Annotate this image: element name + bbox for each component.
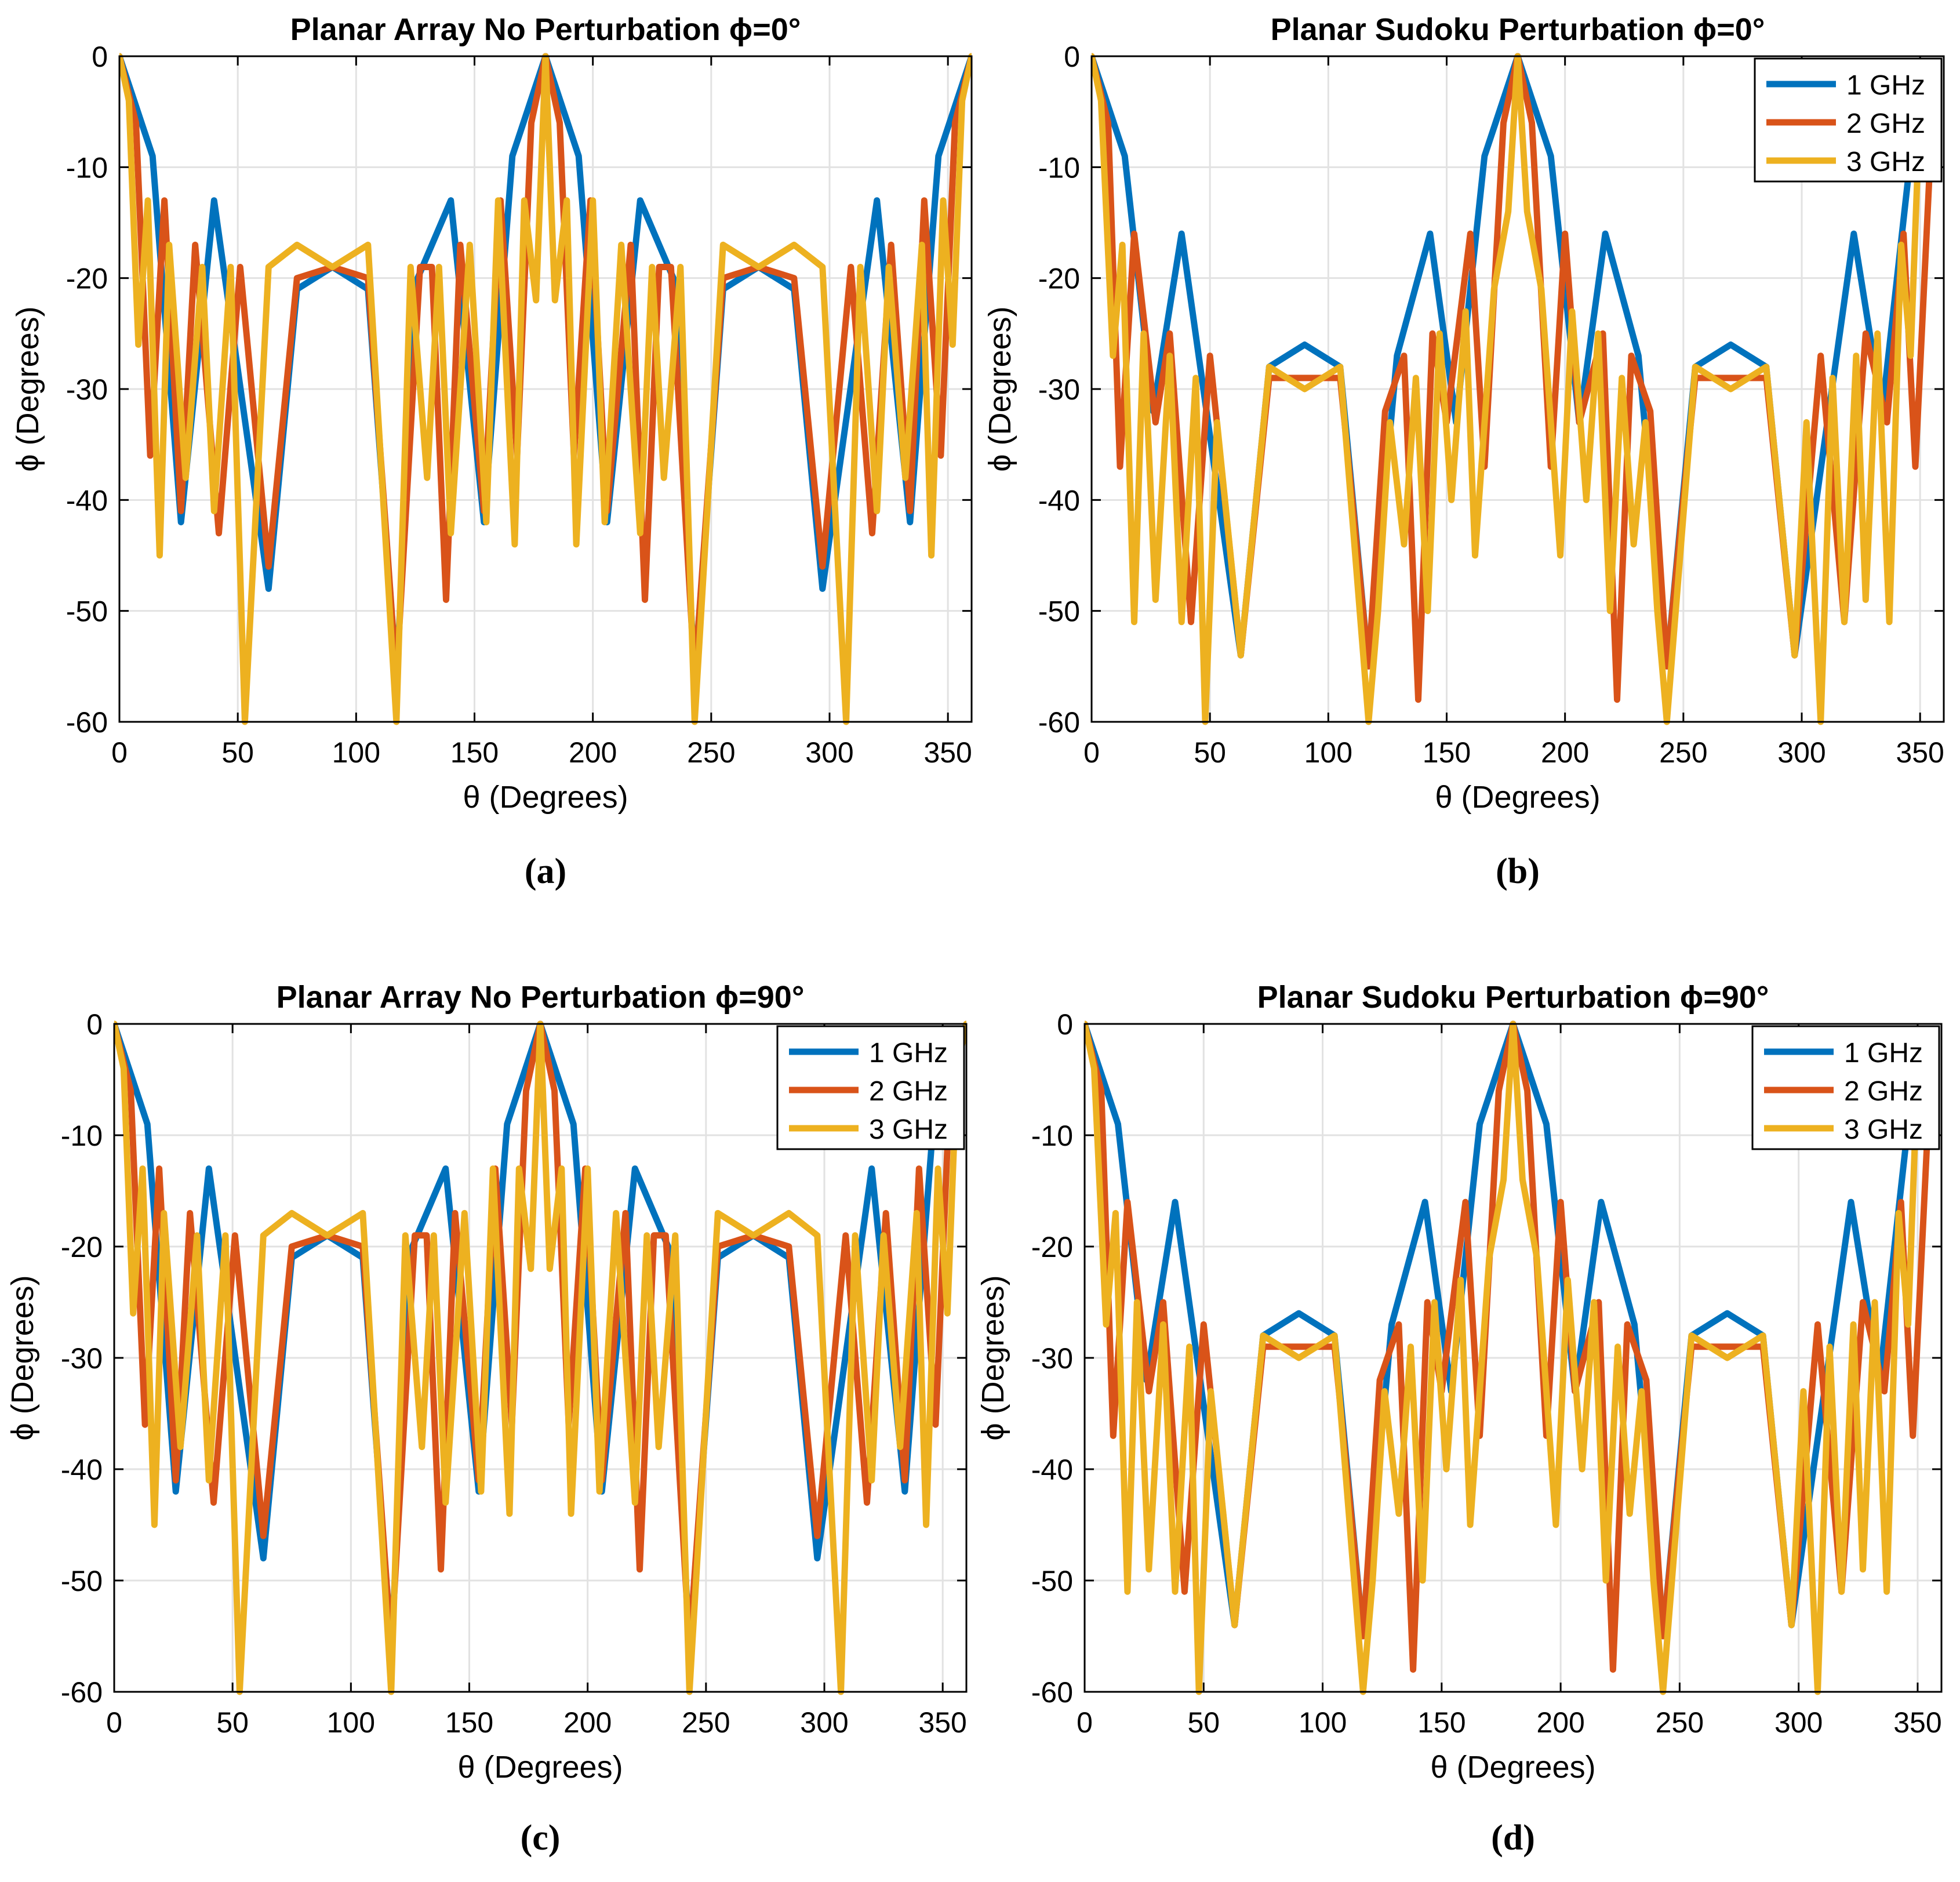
x-tick-label: 0 <box>1077 1706 1093 1739</box>
chart-title: Planar Array No Perturbation ϕ=90° <box>277 980 805 1015</box>
x-tick-label: 350 <box>918 1706 966 1739</box>
x-tick-label: 350 <box>923 736 972 769</box>
x-tick-label: 200 <box>1541 736 1589 769</box>
y-tick-label: -20 <box>66 263 108 295</box>
x-tick-label: 0 <box>111 736 128 769</box>
legend: 1 GHz 2 GHz 3 GHz <box>1754 57 1943 183</box>
x-tick-label: 100 <box>327 1706 375 1739</box>
y-tick-label: 0 <box>92 41 108 73</box>
y-tick-label: -50 <box>1038 595 1080 628</box>
y-tick-label: -50 <box>1031 1565 1073 1597</box>
y-tick-label: -10 <box>66 151 108 184</box>
legend-label: 1 GHz <box>1844 1038 1923 1069</box>
chart-panel-b: 0 50 100 150 200 250 300 350 0 -10 -20 -30 -40 -50 -60… <box>983 12 1945 891</box>
legend-label: 1 GHz <box>1846 70 1925 101</box>
y-tick-label: -30 <box>61 1342 103 1375</box>
x-tick-label: 100 <box>1299 1706 1347 1739</box>
legend-label: 3 GHz <box>1846 147 1925 177</box>
x-tick-label: 50 <box>221 736 254 769</box>
y-tick-label: -10 <box>1038 151 1080 184</box>
x-tick-label: 200 <box>569 736 617 769</box>
x-tick-label: 350 <box>1896 736 1944 769</box>
legend-label: 1 GHz <box>869 1038 948 1069</box>
y-tick-label: -40 <box>1031 1454 1073 1486</box>
y-tick-label: -60 <box>1038 706 1080 739</box>
x-tick-label: 200 <box>1536 1706 1584 1739</box>
x-tick-label: 300 <box>1774 1706 1823 1739</box>
x-tick-label: 100 <box>332 736 380 769</box>
legend-label: 3 GHz <box>869 1114 948 1145</box>
legend: 1 GHz 2 GHz 3 GHz <box>776 1025 965 1150</box>
x-tick-label: 250 <box>1659 736 1707 769</box>
y-tick-label: -50 <box>61 1565 103 1597</box>
x-tick-label: 250 <box>687 736 735 769</box>
legend-label: 2 GHz <box>869 1076 948 1107</box>
x-tick-label: 50 <box>1194 736 1226 769</box>
x-tick-label: 150 <box>445 1706 493 1739</box>
y-tick-label: 0 <box>1057 1008 1073 1041</box>
legend-label: 2 GHz <box>1844 1076 1923 1107</box>
chart-panel-a: 0 50 100 150 200 250 300 350 0 -10 -20 -30 -40 -50 -60… <box>10 12 973 891</box>
y-tick-label: -10 <box>61 1120 103 1152</box>
chart-panel-c: 0 50 100 150 200 250 300 350 0 -10 -20 -30 -40 -50 -60… <box>5 980 968 1858</box>
y-tick-label: 0 <box>86 1008 103 1041</box>
x-tick-label: 250 <box>1656 1706 1704 1739</box>
y-axis-label: ϕ (Degrees) <box>5 1275 40 1440</box>
legend-label: 2 GHz <box>1846 108 1925 139</box>
x-tick-label: 150 <box>1423 736 1471 769</box>
x-tick-label: 50 <box>1187 1706 1220 1739</box>
legend-label: 3 GHz <box>1844 1114 1923 1145</box>
y-tick-label: -10 <box>1031 1120 1073 1152</box>
x-tick-label: 100 <box>1304 736 1352 769</box>
x-tick-label: 300 <box>805 736 853 769</box>
y-tick-label: -30 <box>66 373 108 406</box>
x-axis-label: θ (Degrees) <box>1430 1750 1595 1785</box>
y-tick-label: 0 <box>1064 41 1080 73</box>
x-axis-label: θ (Degrees) <box>463 780 628 815</box>
panel-caption: (a) <box>525 852 566 891</box>
x-axis-label: θ (Degrees) <box>1435 780 1600 815</box>
x-tick-label: 250 <box>682 1706 730 1739</box>
x-tick-label: 50 <box>216 1706 249 1739</box>
x-axis-label: θ (Degrees) <box>457 1750 623 1785</box>
y-tick-label: -60 <box>66 706 108 739</box>
y-tick-label: -40 <box>1038 484 1080 517</box>
y-tick-label: -20 <box>1038 263 1080 295</box>
panel-caption: (b) <box>1496 852 1540 891</box>
y-tick-label: -50 <box>66 595 108 628</box>
panel-caption: (c) <box>521 1818 561 1858</box>
y-axis-label: ϕ (Degrees) <box>976 1275 1010 1440</box>
y-tick-label: -40 <box>61 1454 103 1486</box>
x-tick-label: 350 <box>1893 1706 1941 1739</box>
panel-caption: (d) <box>1491 1818 1535 1858</box>
y-tick-label: -20 <box>61 1231 103 1263</box>
legend: 1 GHz 2 GHz 3 GHz <box>1751 1025 1940 1150</box>
x-tick-label: 300 <box>800 1706 848 1739</box>
x-tick-label: 200 <box>563 1706 612 1739</box>
x-tick-label: 150 <box>450 736 499 769</box>
y-tick-label: -20 <box>1031 1231 1073 1263</box>
y-axis-label: ϕ (Degrees) <box>983 306 1017 471</box>
chart-panel-d: 0 50 100 150 200 250 300 350 0 -10 -20 -30 -40 -50 -60… <box>976 980 1943 1858</box>
y-tick-label: -30 <box>1038 373 1080 406</box>
x-tick-label: 150 <box>1417 1706 1466 1739</box>
y-tick-label: -40 <box>66 484 108 517</box>
y-tick-label: -60 <box>1031 1676 1073 1709</box>
y-tick-label: -30 <box>1031 1342 1073 1375</box>
y-axis-label: ϕ (Degrees) <box>10 306 45 471</box>
x-tick-label: 0 <box>106 1706 122 1739</box>
chart-title: Planar Array No Perturbation ϕ=0° <box>290 12 801 47</box>
y-tick-label: -60 <box>61 1676 103 1709</box>
x-tick-label: 300 <box>1777 736 1826 769</box>
x-tick-label: 0 <box>1083 736 1100 769</box>
chart-title: Planar Sudoku Perturbation ϕ=90° <box>1257 980 1769 1015</box>
chart-title: Planar Sudoku Perturbation ϕ=0° <box>1271 12 1765 47</box>
